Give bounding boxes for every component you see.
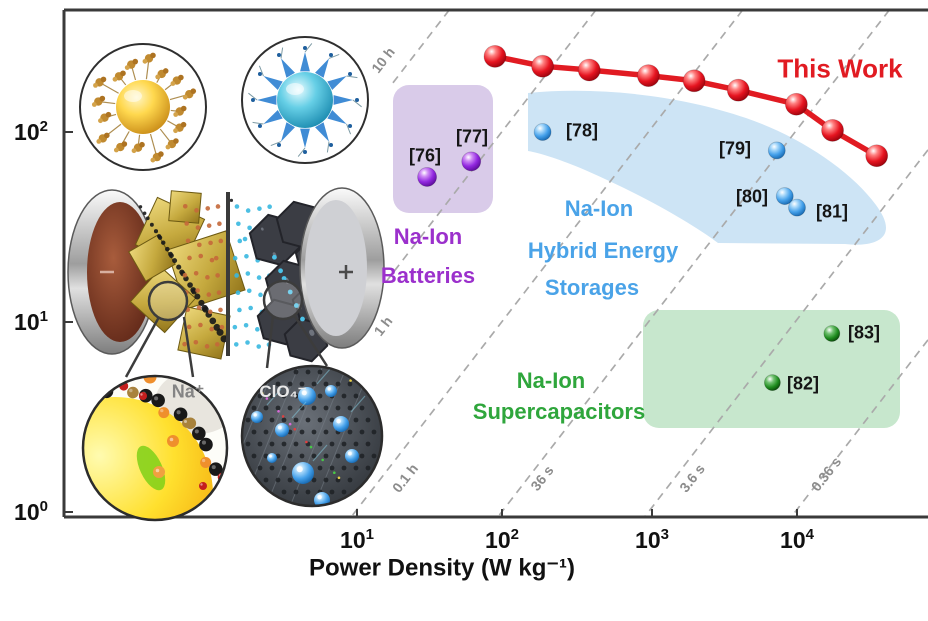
ref-label-77: [77]	[455, 126, 489, 147]
x-axis-label: Power Density (W kg⁻¹)	[308, 554, 576, 582]
ref-label-82: [82]	[786, 373, 820, 394]
ref-label-80: [80]	[735, 186, 769, 207]
batteries-label-line2: Batteries	[380, 263, 476, 288]
series-layer	[417, 44, 889, 391]
ref-label-76: [76]	[408, 145, 442, 166]
ref-label-83: [83]	[847, 322, 881, 343]
y-tick-100: 102	[14, 118, 48, 145]
inset-gold-molecule	[79, 43, 207, 171]
na-ion-inset-label: Na⁺	[171, 381, 205, 402]
x-tick-1000: 103	[635, 526, 669, 553]
inset-clo4-surface	[240, 364, 384, 508]
inset-coin-cell	[67, 187, 385, 378]
ref-label-79: [79]	[718, 138, 752, 159]
magnifier-right	[262, 279, 329, 369]
ref-label-78: [78]	[565, 120, 599, 141]
inset-blue-molecule	[241, 36, 369, 164]
y-tick-1: 100	[14, 498, 48, 525]
supercapacitors-label-line2: Supercapacitors	[472, 399, 646, 424]
hybrid-label-line1: Na-Ion	[564, 196, 634, 221]
time-lines	[350, 9, 928, 518]
hybrid-label-line3: Storages	[544, 275, 640, 300]
magnifier-left	[124, 280, 195, 378]
plus-mark	[339, 265, 353, 279]
x-tick-100: 102	[485, 526, 519, 553]
y-tick-10: 101	[14, 308, 48, 335]
supercapacitors-label-line1: Na-Ion	[516, 368, 586, 393]
batteries-label-line1: Na-Ion	[393, 224, 463, 249]
tick-marks	[64, 131, 798, 517]
this-work-label: This Work	[777, 53, 903, 84]
batteries-region	[393, 85, 493, 213]
ref-label-81: [81]	[815, 201, 849, 222]
inset-na-surface	[81, 374, 229, 522]
x-tick-10000: 104	[780, 526, 814, 553]
x-tick-10: 101	[340, 526, 374, 553]
clo4-inset-label: ClO₄⁻	[259, 382, 307, 401]
inset-illustrations	[67, 36, 385, 522]
hybrid-label-line2: Hybrid Energy	[527, 238, 679, 263]
axes	[62, 8, 928, 519]
